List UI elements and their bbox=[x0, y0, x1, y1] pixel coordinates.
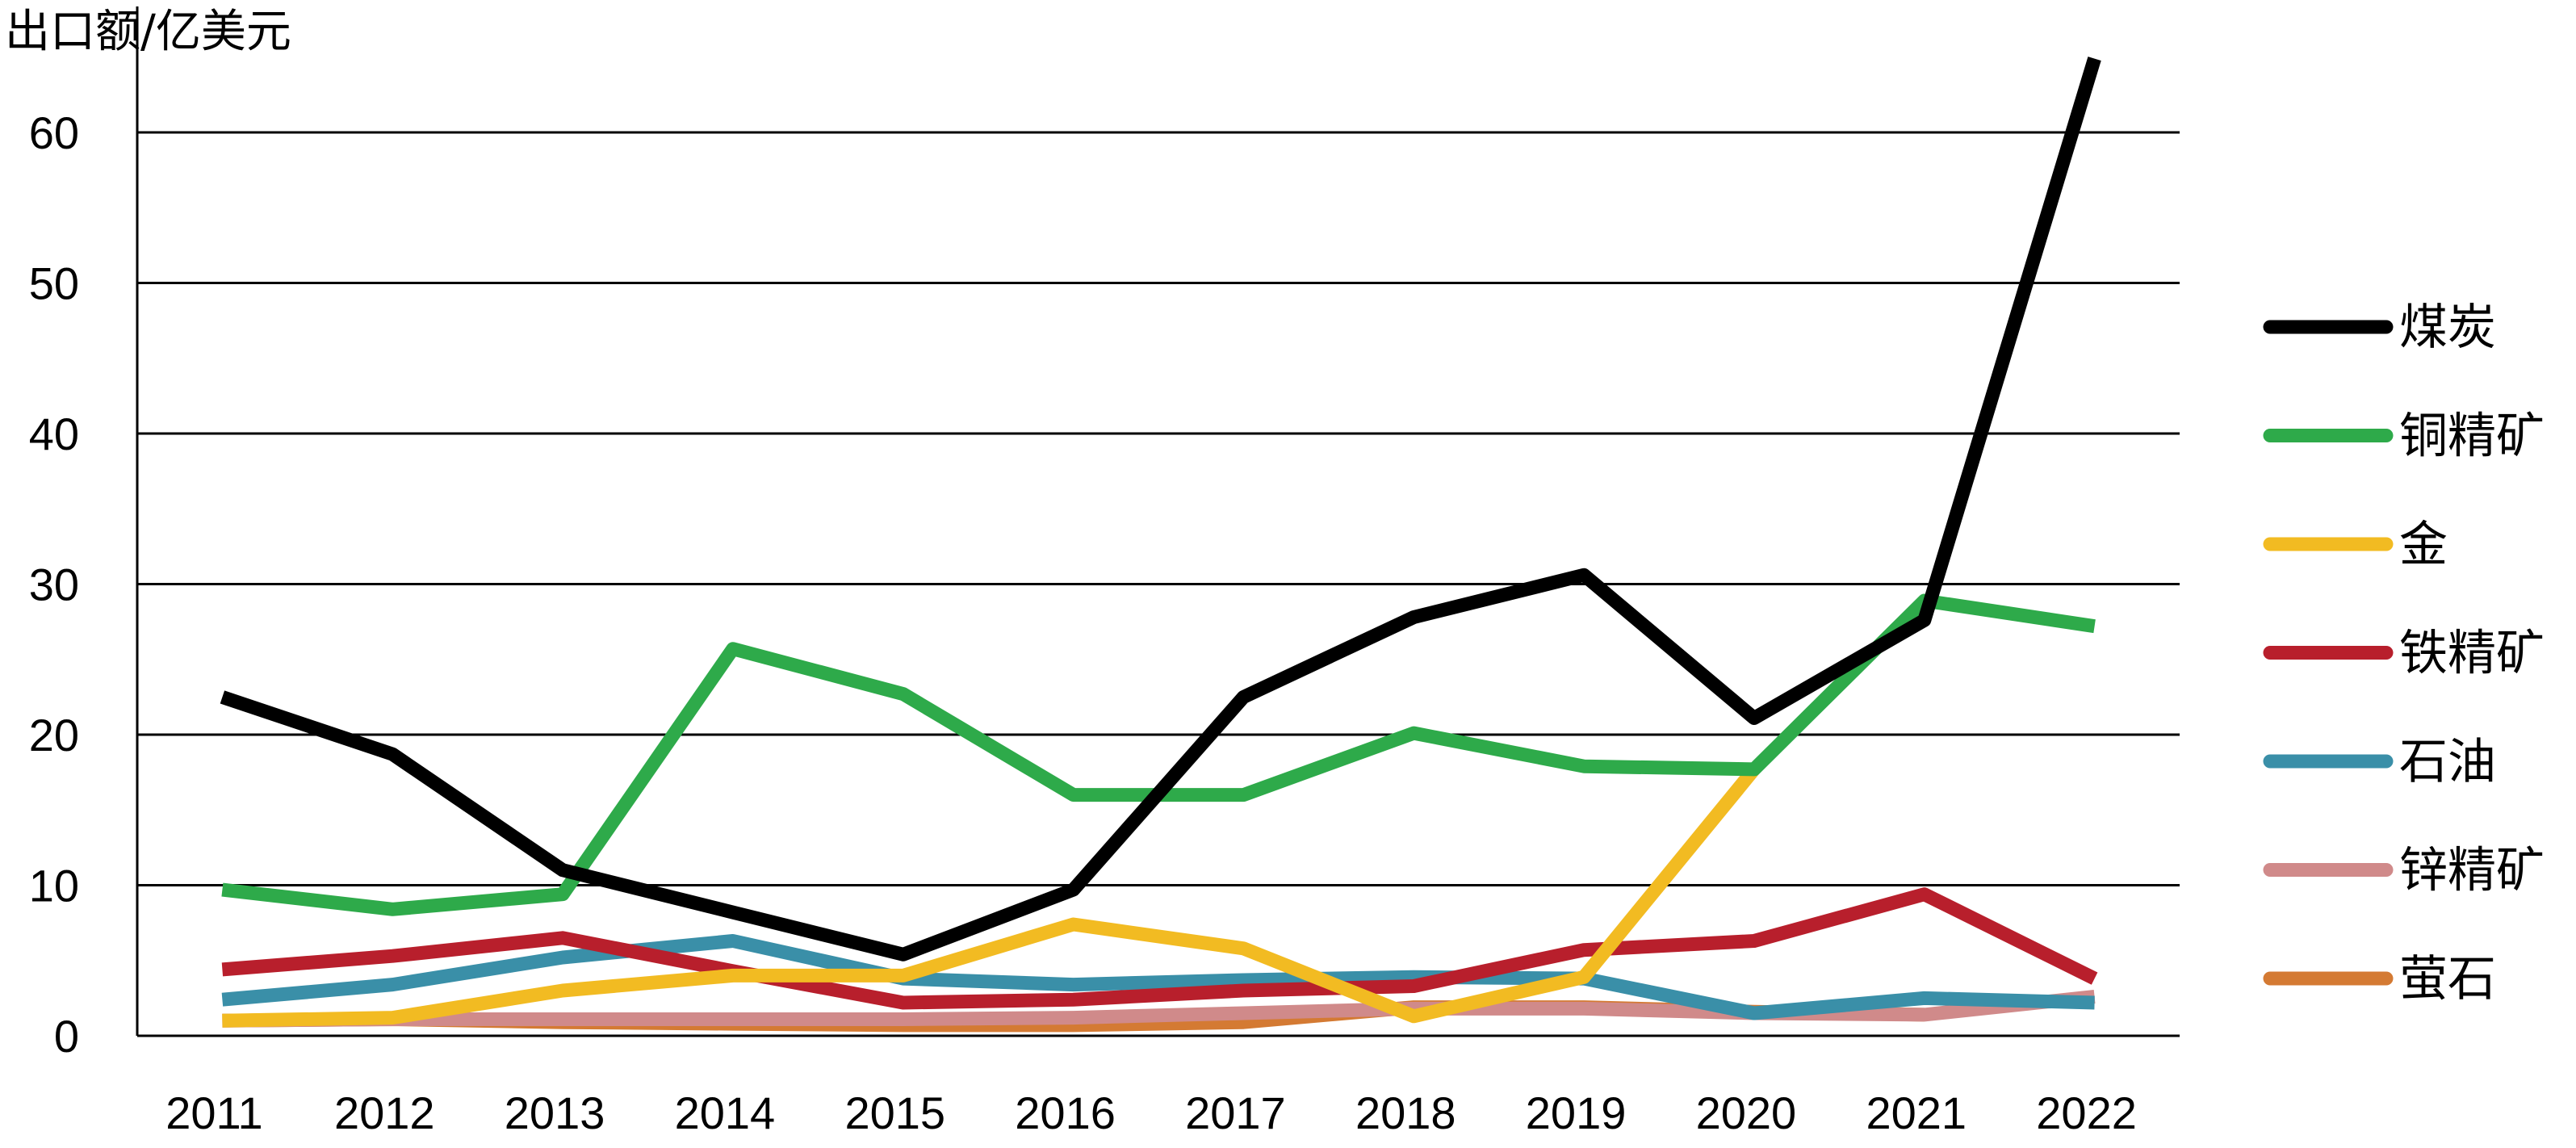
gridlines bbox=[137, 131, 2180, 886]
x-tick-labels: 2011 2012 2013 2014 2015 2016 2017 2018 2019 2020… bbox=[165, 1087, 2137, 1138]
series-line bbox=[221, 934, 2095, 1020]
y-axis-label: 出口额/亿美元 bbox=[5, 6, 291, 58]
x-tick-label: 2011 bbox=[165, 1087, 262, 1138]
legend-label: 锌精矿 bbox=[2399, 843, 2545, 899]
y-tick-label: 40 bbox=[29, 409, 79, 459]
y-tick-label: 20 bbox=[29, 710, 79, 760]
y-tick-label: 30 bbox=[29, 559, 79, 610]
y-tick-label: 0 bbox=[54, 1011, 79, 1062]
legend-label: 铁精矿 bbox=[2399, 626, 2545, 682]
series-lines bbox=[220, 57, 2101, 1033]
x-tick-label: 2012 bbox=[334, 1087, 435, 1138]
y-tick-labels: 0 10 20 30 40 50 60 bbox=[29, 107, 79, 1062]
x-tick-label: 2018 bbox=[1355, 1087, 1456, 1138]
series-line bbox=[221, 887, 2098, 1010]
y-tick-label: 50 bbox=[29, 258, 79, 309]
series-line bbox=[220, 57, 2101, 962]
series-line bbox=[221, 593, 2096, 916]
series-line bbox=[222, 765, 1760, 1028]
x-tick-label: 2016 bbox=[1015, 1087, 1116, 1138]
legend-label: 金 bbox=[2399, 517, 2448, 573]
legend-label: 煤炭 bbox=[2399, 300, 2496, 356]
legend-label: 萤石 bbox=[2399, 951, 2496, 1008]
y-tick-label: 60 bbox=[29, 107, 79, 158]
x-tick-label: 2015 bbox=[844, 1087, 945, 1138]
x-tick-label: 2014 bbox=[675, 1087, 776, 1138]
y-tick-label: 10 bbox=[29, 861, 79, 911]
legend-label: 石油 bbox=[2399, 734, 2496, 790]
legend-label: 铜精矿 bbox=[2399, 409, 2545, 465]
x-tick-label: 2013 bbox=[505, 1087, 605, 1138]
axes bbox=[136, 6, 2180, 1037]
x-tick-label: 2022 bbox=[2036, 1087, 2137, 1138]
x-tick-label: 2021 bbox=[1866, 1087, 1967, 1138]
x-tick-label: 2020 bbox=[1696, 1087, 1797, 1138]
x-tick-label: 2017 bbox=[1185, 1087, 1286, 1138]
x-tick-label: 2019 bbox=[1526, 1087, 1627, 1138]
